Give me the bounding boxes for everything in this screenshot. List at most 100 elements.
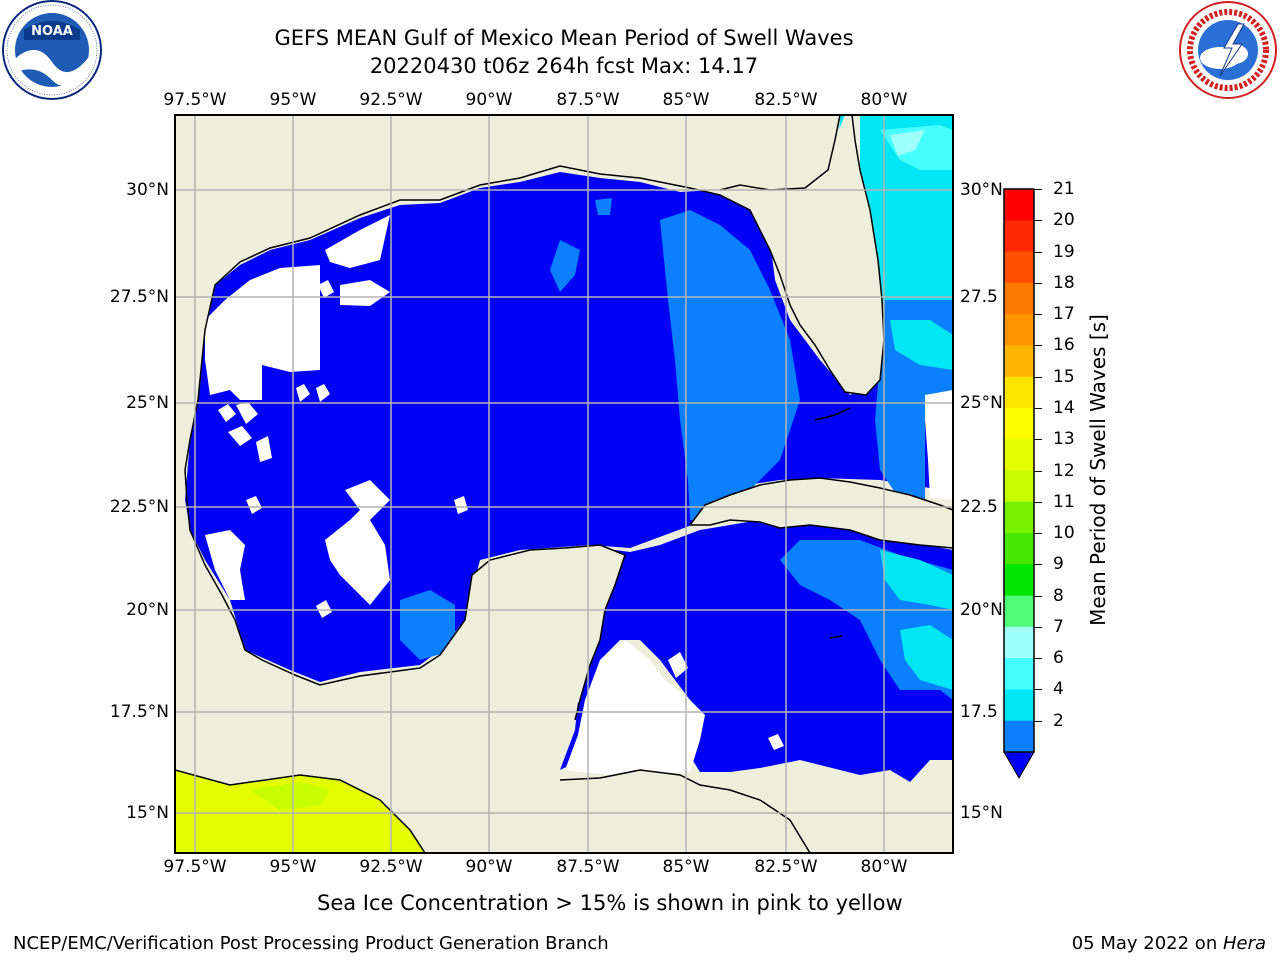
lat-label-left: 15°N <box>126 803 169 823</box>
colorbar-segment <box>1004 439 1034 471</box>
colorbar-tick-mark <box>1034 220 1042 222</box>
lon-label-bottom: 92.5°W <box>359 857 423 877</box>
lat-label-right: 27.5 <box>960 287 998 307</box>
band-4-6-caribbean <box>880 550 953 690</box>
lon-label-top: 97.5°W <box>163 90 227 110</box>
colorbar-tick-mark <box>1034 626 1042 628</box>
colorbar-segment <box>1004 376 1034 409</box>
lon-label-bottom: 82.5°W <box>754 857 818 877</box>
colorbar-tick-label: 4 <box>1053 679 1064 700</box>
lat-label-left: 25°N <box>126 393 169 413</box>
lon-label-top: 80°W <box>860 90 908 110</box>
lon-label-top: 82.5°W <box>754 90 818 110</box>
footer-date-text: 05 May 2022 on <box>1071 933 1223 954</box>
colorbar-segment <box>1004 689 1034 722</box>
lat-label-left: 30°N <box>126 180 169 200</box>
colorbar-tick-mark <box>1034 595 1042 597</box>
sea-ice-zone-inner <box>250 782 330 810</box>
nodata-west-gulf <box>205 265 320 400</box>
colorbar-tick-mark <box>1034 564 1042 566</box>
footer-host: Hera <box>1222 933 1266 954</box>
lat-label-left: 27.5°N <box>109 287 169 307</box>
colorbar-tick-mark <box>1034 345 1042 347</box>
colorbar-segment <box>1004 407 1034 440</box>
colorbar-tick-label: 17 <box>1053 304 1075 325</box>
colorbar-tick-label: 6 <box>1053 648 1064 669</box>
lon-label-bottom: 97.5°W <box>163 857 227 877</box>
colorbar-segment <box>1004 220 1034 253</box>
colorbar-tick-mark <box>1034 720 1042 722</box>
band-2-4-south-gulf <box>400 590 455 660</box>
map-frame <box>174 114 954 854</box>
lat-label-right: 17.5 <box>960 702 998 722</box>
colorbar-segment <box>1004 626 1034 659</box>
land-central-america <box>560 770 810 853</box>
colorbar-segment <box>1004 533 1034 565</box>
lat-label-left: 20°N <box>126 600 169 620</box>
lon-label-bottom: 80°W <box>860 857 908 877</box>
colorbar-tick-label: 15 <box>1053 366 1075 387</box>
lon-label-top: 85°W <box>662 90 710 110</box>
colorbar-segment <box>1004 470 1034 503</box>
lon-label-bottom: 87.5°W <box>556 857 620 877</box>
colorbar-tick-label: 2 <box>1053 710 1064 731</box>
sea-ice-zone <box>175 770 425 853</box>
colorbar-segment <box>1004 314 1034 346</box>
chart-subtitle: 20220430 t06z 264h fcst Max: 14.17 <box>369 54 759 78</box>
colorbar-tick-mark <box>1034 689 1042 691</box>
colorbar-tick-label: 12 <box>1053 460 1075 481</box>
coastlines <box>175 115 953 853</box>
chart-title: GEFS MEAN Gulf of Mexico Mean Period of … <box>274 26 854 50</box>
colorbar-segment <box>1004 720 1034 753</box>
colorbar-tick-label: 8 <box>1053 585 1064 606</box>
lon-label-bottom: 85°W <box>662 857 710 877</box>
footer-left: NCEP/EMC/Verification Post Processing Pr… <box>13 933 609 954</box>
colorbar-tick-label: 21 <box>1053 179 1075 199</box>
colorbar-tick-mark <box>1034 658 1042 660</box>
lat-label-right: 20°N <box>960 600 1003 620</box>
lon-label-top: 90°W <box>465 90 513 110</box>
lat-label-right: 22.5 <box>960 497 998 517</box>
colorbar-tick-mark <box>1034 189 1042 190</box>
colorbar-tick-mark <box>1034 407 1042 409</box>
colorbar-segment <box>1004 189 1034 221</box>
colorbar-tick-mark <box>1034 439 1042 441</box>
land-mexico-yucatan <box>175 115 720 853</box>
nodata-southwest <box>205 530 245 600</box>
lon-label-top: 92.5°W <box>359 90 423 110</box>
colorbar-tick-label: 16 <box>1053 335 1075 356</box>
colorbar-segment <box>1004 345 1034 378</box>
noaa-logo: NOAA <box>2 0 102 100</box>
colorbar-tick-mark <box>1034 533 1042 535</box>
colorbar-tick-mark <box>1034 501 1042 503</box>
land-cuba <box>690 478 953 548</box>
colorbar-tick-mark <box>1034 314 1042 316</box>
colorbar-segment <box>1004 564 1034 597</box>
colorbar-tick-mark <box>1034 282 1042 284</box>
colorbar-segment <box>1004 658 1034 690</box>
colorbar-segment <box>1004 282 1034 315</box>
colorbar-tick-label: 18 <box>1053 272 1075 293</box>
lat-label-right: 15°N <box>960 803 1003 823</box>
colorbar-extend-arrow <box>1003 751 1035 780</box>
band-2-4-east-gulf <box>660 210 800 520</box>
lat-label-left: 22.5°N <box>109 497 169 517</box>
band-8-9-atlantic <box>890 130 925 156</box>
colorbar <box>1003 188 1035 780</box>
band-2-4-spots <box>550 198 612 292</box>
lon-label-top: 95°W <box>269 90 317 110</box>
lat-label-right: 25°N <box>960 393 1003 413</box>
nodata-west-coast <box>325 480 390 605</box>
nodata-yucatan-east <box>565 640 705 775</box>
colorbar-tick-mark <box>1034 251 1042 253</box>
nodata-north-patch <box>340 280 390 306</box>
colorbar-tick-label: 13 <box>1053 429 1075 450</box>
nodata-east-caribbean <box>925 390 953 500</box>
sea-ice-note: Sea Ice Concentration > 15% is shown in … <box>317 891 903 915</box>
colorbar-segment <box>1004 251 1034 284</box>
grid-lines <box>175 115 953 853</box>
lon-label-bottom: 95°W <box>269 857 317 877</box>
colorbar-segment <box>1004 501 1034 534</box>
nodata-spots <box>218 280 784 750</box>
